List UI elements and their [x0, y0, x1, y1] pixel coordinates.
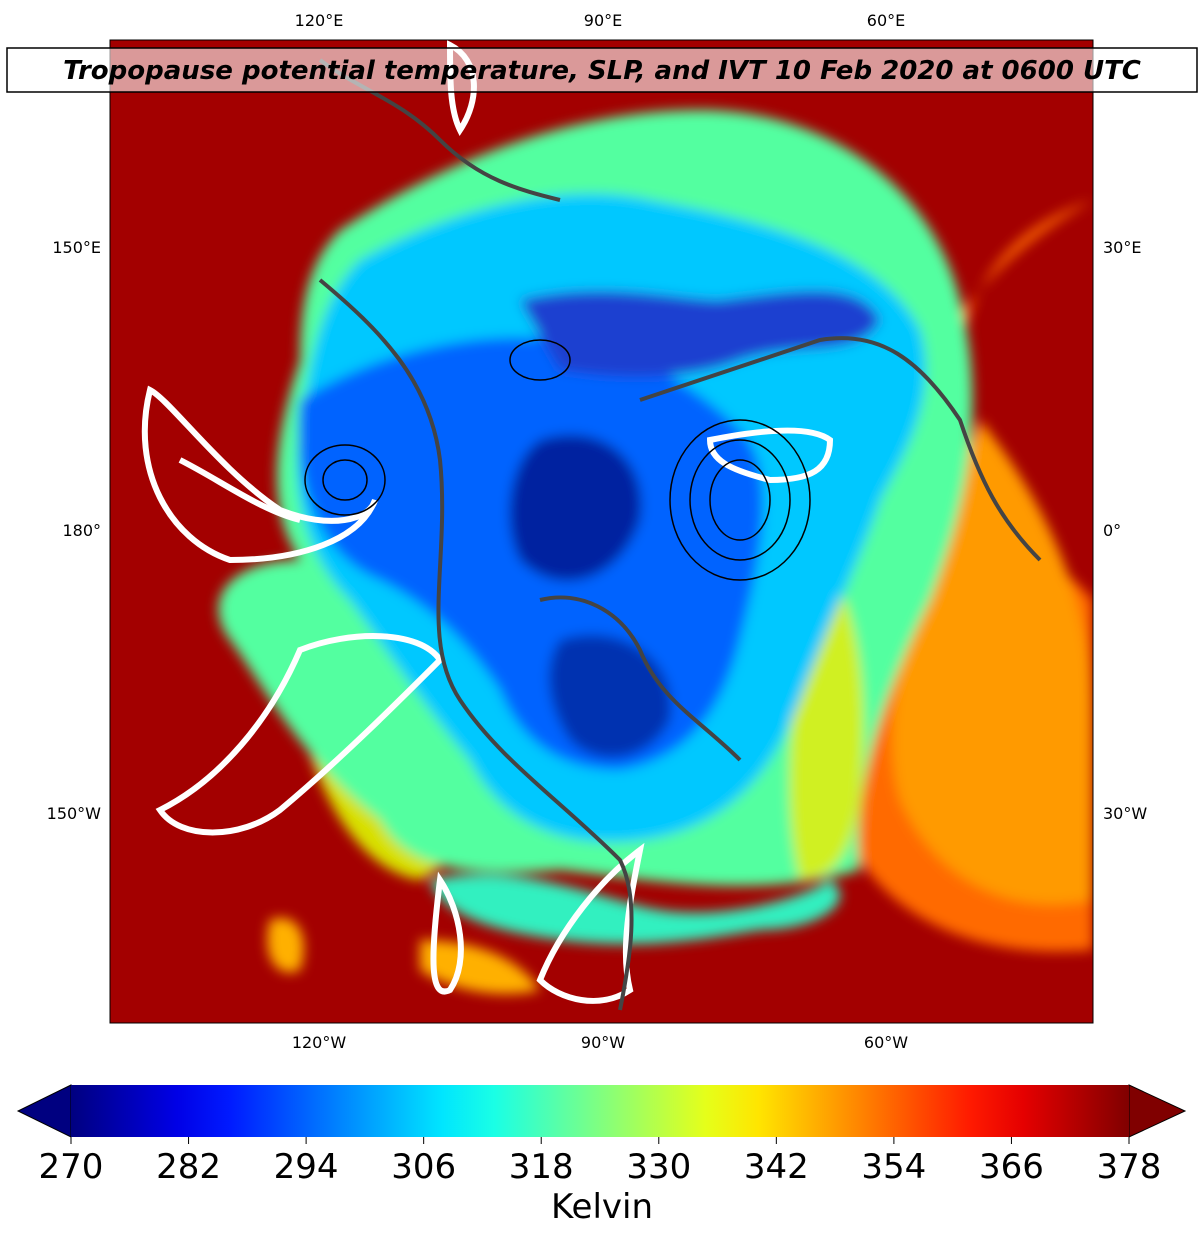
colorbar-tick-label: 330: [626, 1147, 691, 1187]
title-box: [6, 47, 1198, 93]
top-label: 120°E: [295, 11, 344, 30]
bottom-label: 90°W: [581, 1033, 625, 1052]
colorbar-tick-label: 270: [39, 1147, 104, 1187]
top-label: 90°E: [584, 11, 622, 30]
colorbar-tick-label: 306: [391, 1147, 456, 1187]
left-label: 150°E: [52, 238, 101, 257]
colorbar-tick-label: 378: [1097, 1147, 1162, 1187]
right-label: 0°: [1103, 521, 1121, 540]
colorbar-extend-low: [16, 1084, 72, 1138]
colorbar-body: [71, 1085, 1129, 1137]
map-title: Tropopause potential temperature, SLP, a…: [63, 56, 1141, 86]
colorbar-tick-label: 342: [744, 1147, 809, 1187]
map-frame: [109, 39, 1094, 1024]
colorbar: 270 282 294 306 318 330 342 354 366 378: [16, 1084, 1187, 1187]
coastlines: [318, 58, 1042, 1011]
colorbar-tick-label: 318: [509, 1147, 574, 1187]
graticule-labels: 120°E 90°E 60°E 120°W 90°W 60°W 150°E 180° 150°W…: [47, 11, 1148, 1052]
slp-contours: [304, 339, 811, 581]
colorbar-tick-label: 354: [861, 1147, 926, 1187]
top-label: 60°E: [867, 11, 905, 30]
right-label: 30°E: [1103, 238, 1141, 257]
bottom-label: 60°W: [864, 1033, 908, 1052]
left-label: 180°: [62, 521, 101, 540]
colorbar-tick-label: 294: [274, 1147, 339, 1187]
right-label: 30°W: [1103, 804, 1147, 823]
colorbar-tick-label: 282: [156, 1147, 221, 1187]
colorbar-label: Kelvin: [551, 1187, 653, 1227]
colorbar-tick-label: 366: [979, 1147, 1044, 1187]
colorbar-extend-high: [1128, 1084, 1187, 1138]
left-label: 150°W: [47, 804, 102, 823]
map: [110, 40, 1093, 1023]
bottom-label: 120°W: [292, 1033, 347, 1052]
